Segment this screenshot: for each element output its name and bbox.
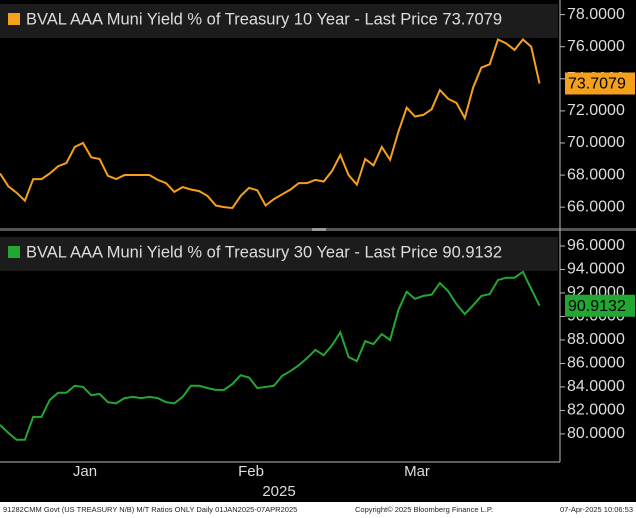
y-tick-label: 96.0000 (567, 237, 625, 254)
panel-header (0, 237, 558, 271)
y-tick-label: 94.0000 (567, 261, 625, 278)
panel-header (0, 4, 558, 38)
footer-left: 91282CMM Govt (US TREASURY N/B) M/T Rati… (3, 505, 297, 514)
y-tick-label: 80.0000 (567, 425, 625, 442)
x-tick-label: Feb (238, 463, 264, 480)
y-tick-label: 68.0000 (567, 166, 625, 183)
y-tick-label: 86.0000 (567, 355, 625, 372)
y-tick-label: 72.0000 (567, 102, 625, 119)
y-tick-label: 84.0000 (567, 378, 625, 395)
panel-title: BVAL AAA Muni Yield % of Treasury 30 Yea… (26, 243, 502, 261)
divider-handle (312, 228, 326, 231)
y-tick-label: 76.0000 (567, 38, 625, 55)
legend-swatch (8, 13, 20, 25)
last-price-label: 90.9132 (568, 298, 626, 315)
y-tick-label: 82.0000 (567, 402, 625, 419)
footer-right: 07-Apr-2025 10:06:53 (560, 505, 633, 514)
y-tick-label: 70.0000 (567, 134, 625, 151)
footer-center: Copyright© 2025 Bloomberg Finance L.P. (355, 505, 493, 514)
last-price-tag (565, 294, 635, 317)
footer-bar (0, 502, 636, 518)
last-price-tag (565, 72, 635, 95)
legend-swatch (8, 246, 20, 258)
y-tick-label: 88.0000 (567, 331, 625, 348)
panel-title: BVAL AAA Muni Yield % of Treasury 10 Yea… (26, 10, 502, 28)
series-line (0, 38, 541, 209)
x-axis-label: 2025 (262, 483, 295, 500)
x-tick-label: Mar (404, 463, 430, 480)
x-tick-label: Jan (73, 463, 97, 480)
y-tick-label: 66.0000 (567, 198, 625, 215)
y-tick-label: 78.0000 (567, 6, 625, 23)
series-line (0, 270, 541, 441)
last-price-label: 73.7079 (568, 76, 626, 93)
